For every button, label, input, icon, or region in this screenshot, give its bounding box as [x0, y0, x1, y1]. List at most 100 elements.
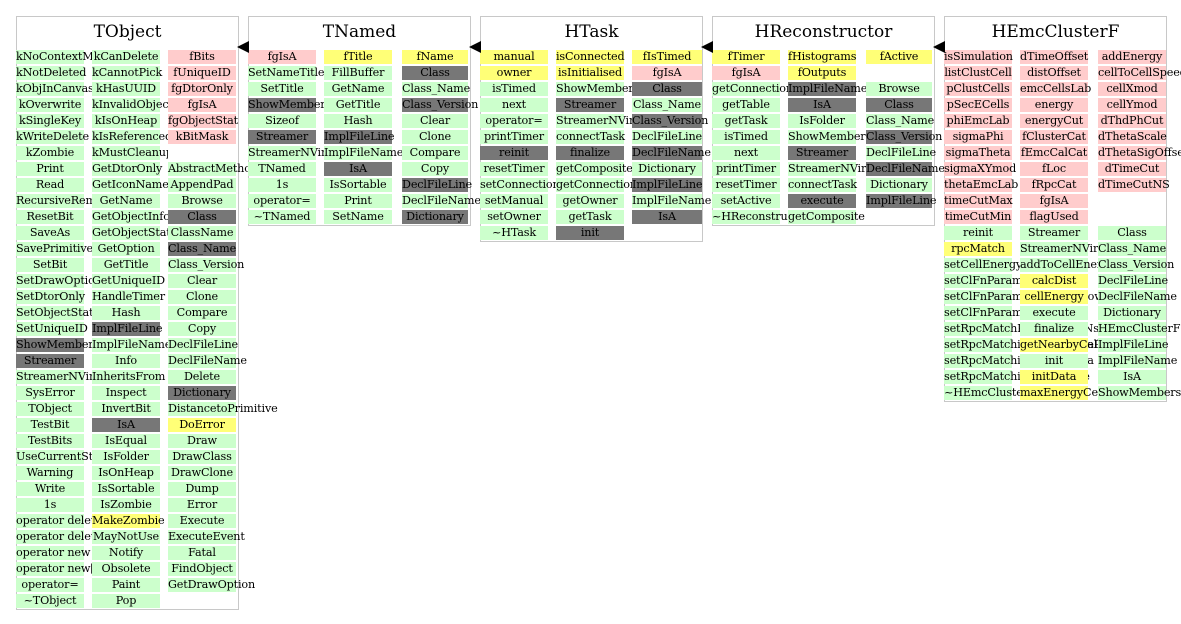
member-cell: fUniqueID: [168, 66, 236, 80]
member-label: Hash: [111, 306, 141, 319]
member-label: kIsOnHeap: [94, 114, 158, 127]
member-cell: operator=: [16, 578, 84, 592]
member-label: next: [501, 98, 527, 111]
member-label: fName: [416, 50, 454, 63]
member-cell: RecursiveRemove: [16, 194, 115, 208]
member-cell: Class_Version: [866, 130, 942, 144]
member-cell: cellYmod: [1098, 98, 1166, 112]
member-label: Clone: [419, 130, 451, 143]
member-label: sigmaXYmod: [944, 162, 1017, 175]
member-cell: kOverwrite: [16, 98, 84, 112]
member-cell: cellEnergy: [1020, 290, 1088, 304]
member-label: Read: [35, 178, 65, 191]
member-cell: setClFnParamDistOffset: [944, 306, 1078, 320]
member-label: RecursiveRemove: [16, 194, 116, 207]
member-cell: getNearbyCell: [1020, 338, 1101, 352]
member-label: TestBit: [30, 418, 70, 431]
member-cell: Draw: [168, 434, 236, 448]
member-cell: getComposite: [556, 162, 633, 176]
member-cell: isInitialised: [556, 66, 624, 80]
member-cell: resetTimer: [712, 178, 780, 192]
member-cell: owner: [480, 66, 548, 80]
member-label: DrawClass: [172, 450, 232, 463]
member-cell: IsEqual: [92, 434, 160, 448]
member-label: Class: [187, 210, 217, 223]
member-cell: fgIsA: [632, 66, 702, 80]
member-cell: Print: [324, 194, 392, 208]
member-cell: [1098, 194, 1166, 208]
member-label: ImplFileLine: [1098, 338, 1169, 351]
member-label: phiEmcLab: [946, 114, 1010, 127]
member-label: fTimer: [727, 50, 765, 63]
member-cell: pClustCells: [944, 82, 1012, 96]
member-label: ~TNamed: [253, 210, 311, 223]
member-label: getConnections: [712, 82, 799, 95]
member-cell: ImplFileName: [1098, 354, 1177, 368]
member-cell: IsA: [324, 162, 392, 176]
member-label: DeclFileLine: [632, 130, 703, 143]
member-cell: getOwner: [556, 194, 624, 208]
member-label: setConnections: [480, 178, 566, 191]
member-label: Compare: [176, 306, 228, 319]
member-label: addEnergy: [1101, 50, 1163, 63]
member-cell: setRpcMatchingParDThetaPhi: [944, 338, 1112, 352]
member-label: kCanDelete: [93, 50, 159, 63]
member-label: ImplFileName: [92, 338, 172, 351]
member-cell: Streamer: [556, 98, 624, 112]
member-label: Inspect: [105, 386, 147, 399]
member-label: ImplFileLine: [324, 130, 395, 143]
member-label: kSingleKey: [18, 114, 82, 127]
member-cell: connectTask: [788, 178, 857, 192]
member-label: Sizeof: [265, 114, 299, 127]
member-cell: next: [712, 146, 780, 160]
member-label: DeclFileLine: [402, 178, 473, 191]
member-label: Streamer: [255, 130, 309, 143]
member-cell: Dictionary: [866, 178, 932, 192]
member-cell: ClassName: [168, 226, 236, 240]
member-cell: IsFolder: [92, 450, 160, 464]
member-label: AppendPad: [170, 178, 234, 191]
member-cell: ImplFileLine: [324, 130, 395, 144]
member-label: DoError: [179, 418, 225, 431]
member-label: resetTimer: [483, 162, 545, 175]
member-cell: DeclFileLine: [866, 146, 936, 160]
member-label: finalize: [569, 146, 611, 159]
member-label: 1s: [43, 498, 57, 511]
member-cell: Class_Version: [632, 114, 708, 128]
member-label: DeclFileName: [1098, 290, 1177, 303]
member-label: pClustCells: [946, 82, 1010, 95]
member-label: GetOption: [97, 242, 155, 255]
member-label: kHasUUID: [96, 82, 156, 95]
member-label: flagUsed: [1029, 210, 1079, 223]
member-label: Dictionary: [638, 162, 696, 175]
member-label: Paint: [111, 578, 141, 591]
member-label: ShowMembers: [788, 130, 872, 143]
member-label: Copy: [187, 322, 217, 335]
member-cell: getTask: [556, 210, 624, 224]
member-label: fgDtorOnly: [171, 82, 233, 95]
member-cell: operator new[]: [16, 562, 99, 576]
member-cell: ImplFileName: [632, 194, 711, 208]
member-cell: SetDrawOption: [16, 274, 102, 288]
member-label: SysError: [25, 386, 75, 399]
member-cell: kObjInCanvas: [16, 82, 94, 96]
member-cell: ImplFileLine: [92, 322, 162, 336]
member-cell: fOutputs: [788, 66, 856, 80]
member-cell: dThdPhCut: [1098, 114, 1166, 128]
member-label: fgIsA: [187, 98, 217, 111]
member-cell: Class_Name: [402, 82, 470, 96]
member-cell: fName: [402, 50, 468, 64]
member-label: kCannotPick: [92, 66, 163, 79]
member-label: DeclFileName: [632, 146, 711, 159]
member-cell: isConnected: [556, 50, 625, 64]
member-label: fLoc: [1042, 162, 1066, 175]
member-label: Error: [186, 498, 218, 511]
member-cell: kNoContextMenu: [16, 50, 114, 64]
member-cell: dThetaScale: [1098, 130, 1167, 144]
member-cell: Clone: [168, 290, 236, 304]
member-label: printTimer: [484, 130, 544, 143]
member-cell: manual: [480, 50, 548, 64]
member-label: TNamed: [258, 162, 306, 175]
member-cell: TObject: [16, 402, 84, 416]
member-label: operator=: [485, 114, 543, 127]
